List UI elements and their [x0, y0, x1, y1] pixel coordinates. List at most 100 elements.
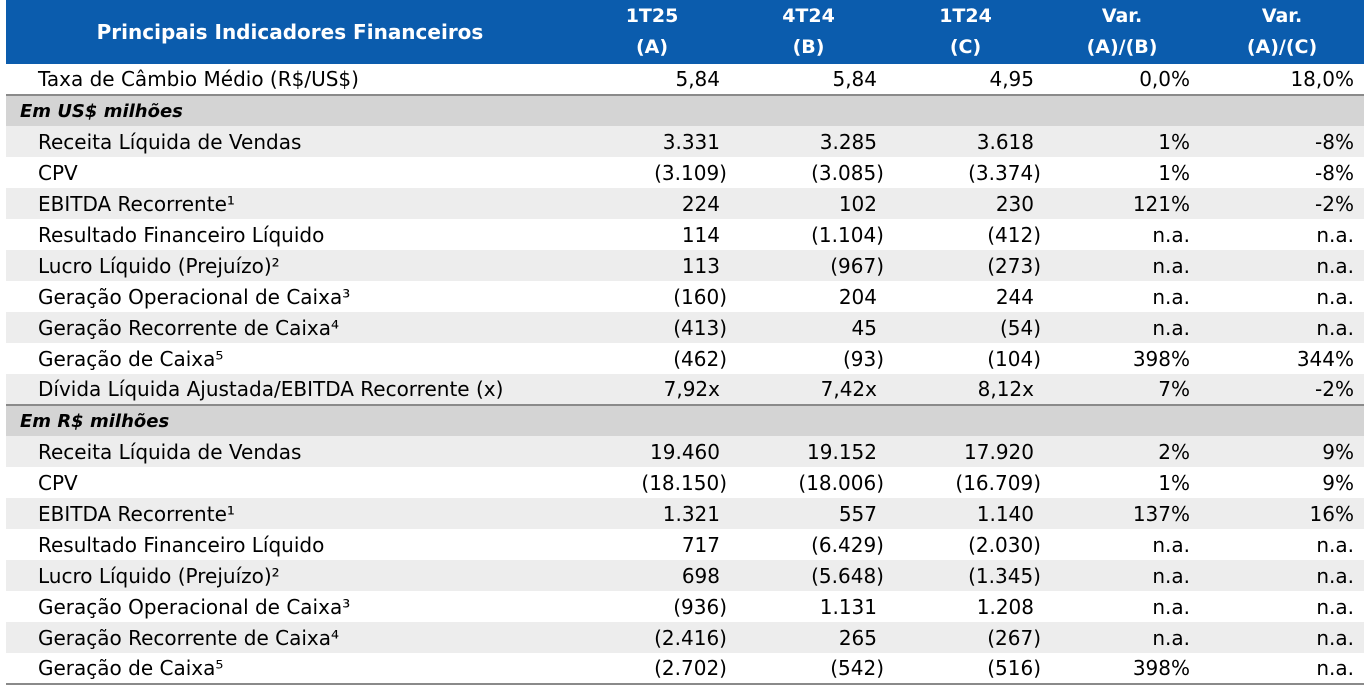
cell-var-ac: n.a. [1316, 563, 1354, 588]
cell-var-ab: 1% [1158, 129, 1190, 154]
financial-indicators-table: Principais Indicadores Financeiros 1T25 … [6, 0, 1364, 685]
row-label: Lucro Líquido (Prejuízo)² [38, 253, 280, 278]
table-row: Lucro Líquido (Prejuízo)² 113 (967) (273) n.… [6, 250, 1364, 281]
cell-var-ab: n.a. [1152, 594, 1190, 619]
cell-1t25: (160) [673, 284, 727, 309]
cell-var-ac: 9% [1322, 470, 1354, 495]
table-row: Resultado Financeiro Líquido 717 (6.429) (2… [6, 529, 1364, 560]
cell-var-ac: n.a. [1316, 532, 1354, 557]
table-title: Principais Indicadores Financeiros [96, 19, 484, 44]
cell-4t24: 19.152 [807, 439, 877, 464]
cell-4t24: 265 [838, 625, 877, 650]
row-label: Receita Líquida de Vendas [38, 129, 302, 154]
cell-1t24: (267) [987, 625, 1041, 650]
cell-var-ab: n.a. [1152, 563, 1190, 588]
cell-1t25: (18.150) [641, 470, 727, 495]
cell-1t24: 1.140 [976, 501, 1034, 526]
cell-1t25: (2.416) [654, 625, 727, 650]
cell-1t25: 224 [681, 191, 720, 216]
table-row: EBITDA Recorrente¹ 1.321 557 1.140 137% 16% [6, 498, 1364, 529]
table-row: Geração Operacional de Caixa³ (160) 204 244… [6, 281, 1364, 312]
cell-1t24: (54) [999, 315, 1041, 340]
cell-1t25: (413) [673, 315, 727, 340]
column-header-period: Var. [1261, 5, 1303, 27]
cell-4t24: 45 [851, 315, 877, 340]
table-header-row: Principais Indicadores Financeiros 1T25 … [6, 0, 1364, 64]
cell-var-ab: n.a. [1152, 625, 1190, 650]
cell-var-ac: 344% [1296, 346, 1354, 371]
cell-var-ab: n.a. [1152, 532, 1190, 557]
cell-1t24: (104) [987, 346, 1041, 371]
cell-var-ab: n.a. [1152, 284, 1190, 309]
cell-1t24: 3.618 [976, 129, 1034, 154]
row-label: Resultado Financeiro Líquido [38, 532, 325, 557]
row-label: EBITDA Recorrente¹ [38, 191, 235, 216]
cell-var-ac: n.a. [1316, 315, 1354, 340]
cell-var-ac: 18,0% [1290, 67, 1354, 91]
row-label: CPV [38, 160, 78, 185]
column-header-letter: (A)/(B) [1086, 36, 1158, 58]
cell-4t24: 1.131 [819, 594, 877, 619]
cell-1t24: 230 [995, 191, 1034, 216]
table-row: CPV (18.150) (18.006) (16.709) 1% 9% [6, 467, 1364, 498]
cell-1t25: 113 [681, 253, 720, 278]
column-header-period: 4T24 [782, 5, 835, 27]
row-label: Geração de Caixa⁵ [38, 346, 224, 371]
cell-var-ab: 2% [1158, 439, 1190, 464]
cell-var-ac: n.a. [1200, 653, 1364, 685]
cell-var-ac: n.a. [1316, 625, 1354, 650]
column-header-letter: (C) [949, 36, 982, 58]
cell-4t24: 5,84 [832, 67, 877, 91]
cell-1t25: 5,84 [675, 67, 720, 91]
cell-var-ab: 0,0% [1139, 67, 1190, 91]
cell-4t24: (5.648) [811, 563, 884, 588]
column-header-4t24: 4T24 (B) [730, 0, 887, 64]
cell-1t24: (412) [987, 222, 1041, 247]
column-header-period: 1T24 [939, 5, 992, 27]
section-header-row: Em R$ milhões [6, 404, 1364, 436]
cell-var-ac: 16% [1309, 501, 1354, 526]
row-label: Receita Líquida de Vendas [38, 439, 302, 464]
cell-var-ab: 1% [1158, 160, 1190, 185]
cell-var-ac: -2% [1315, 191, 1354, 216]
row-label: Geração Operacional de Caixa³ [38, 284, 351, 309]
cell-var-ac: 9% [1322, 439, 1354, 464]
table-row: Geração Recorrente de Caixa⁴ (413) 45 (54) n… [6, 312, 1364, 343]
cell-1t25: (2.702) [574, 653, 730, 685]
table-row: Geração Recorrente de Caixa⁴ (2.416) 265 (2… [6, 622, 1364, 653]
table-row: Lucro Líquido (Prejuízo)² 698 (5.648) (1.34… [6, 560, 1364, 591]
cell-1t24: 4,95 [989, 67, 1034, 91]
row-label: Geração Recorrente de Caixa⁴ [38, 315, 340, 340]
table-row: Receita Líquida de Vendas 3.331 3.285 3.618… [6, 126, 1364, 157]
column-header-letter: (B) [792, 36, 825, 58]
cell-4t24: 557 [838, 501, 877, 526]
cell-var-ac: n.a. [1316, 594, 1354, 619]
cell-1t24: (273) [987, 253, 1041, 278]
cell-var-ab: n.a. [1152, 253, 1190, 278]
cell-1t24: 1.208 [976, 594, 1034, 619]
cell-var-ac: -8% [1315, 160, 1354, 185]
column-header-1t25: 1T25 (A) [574, 0, 730, 64]
cell-4t24: 3.285 [819, 129, 877, 154]
cell-4t24: (3.085) [811, 160, 884, 185]
cell-1t25: (936) [673, 594, 727, 619]
cell-4t24: (542) [730, 653, 887, 685]
cell-4t24: (1.104) [811, 222, 884, 247]
cell-1t24: 8,12x [977, 377, 1034, 401]
table-row: Geração de Caixa⁵ (462) (93) (104) 398% 344% [6, 343, 1364, 374]
cell-1t25: 698 [681, 563, 720, 588]
cell-1t24: (1.345) [968, 563, 1041, 588]
cell-1t25: 717 [681, 532, 720, 557]
cell-var-ab: n.a. [1152, 222, 1190, 247]
cell-var-ab: 398% [1132, 346, 1190, 371]
column-header-var-ac: Var. (A)/(C) [1200, 0, 1364, 64]
table-row: Resultado Financeiro Líquido 114 (1.104) (4… [6, 219, 1364, 250]
row-label: CPV [38, 470, 78, 495]
table-row: CPV (3.109) (3.085) (3.374) 1% -8% [6, 157, 1364, 188]
column-header-period: Var. [1101, 5, 1143, 27]
cell-var-ab: 1% [1158, 470, 1190, 495]
cell-1t25: 19.460 [650, 439, 720, 464]
row-label: Geração Operacional de Caixa³ [38, 594, 351, 619]
cell-var-ac: n.a. [1316, 222, 1354, 247]
cell-4t24: 7,42x [820, 377, 877, 401]
